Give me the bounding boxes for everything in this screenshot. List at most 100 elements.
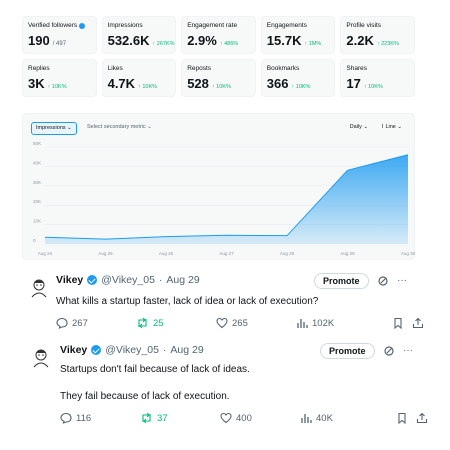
chart-style-label: Line ⌄ [385, 124, 402, 130]
share-icon [412, 317, 424, 329]
stat-card-verified-followers[interactable]: Verified followers 190/ 497 [22, 16, 97, 54]
stat-value: 528 [187, 76, 209, 91]
stat-card-engagements[interactable]: Engagements 15.7K ↑ 1M% [260, 16, 336, 54]
verified-badge-icon [91, 345, 102, 355]
stat-card-profile-visits[interactable]: Profile visits 2.2K ↑ 223K% [340, 16, 415, 54]
stat-card-engagement-rate[interactable]: Engagement rate 2.9% ↑ 486% [181, 16, 256, 54]
repost-count: 25 [153, 317, 164, 329]
share-icon [416, 412, 428, 424]
bookmark-icon [394, 317, 402, 329]
like-button[interactable]: 400 [220, 412, 252, 424]
stat-label: Engagement rate [187, 22, 238, 29]
views-button[interactable]: 40K [300, 412, 333, 424]
primary-metric-select[interactable]: Impressions ⌄ [31, 122, 77, 135]
y-tick-label: 30K [33, 180, 41, 185]
repost-icon [138, 317, 147, 329]
bookmark-icon [398, 412, 406, 424]
stat-card-impressions[interactable]: Impressions 532.6K ↑ 267K% [101, 16, 177, 54]
chart-toolbar: Impressions ⌄ Select secondary metric ⌄ … [31, 122, 406, 136]
x-tick-label: Aug 26 [159, 251, 174, 256]
stat-value: 17 [346, 76, 361, 91]
view-count: 40K [316, 412, 333, 424]
verified-badge-icon [87, 275, 98, 285]
bookmark-button[interactable] [396, 412, 408, 424]
stat-card-replies[interactable]: Replies 3K ↑ 10K% [22, 59, 97, 97]
secondary-metric-select[interactable]: Select secondary metric ⌄ [87, 124, 152, 130]
stat-value: 366 [266, 76, 289, 91]
repost-button[interactable]: 37 [140, 412, 168, 424]
stat-change: ↑ 223K% [376, 41, 399, 47]
reply-icon [56, 317, 68, 329]
reply-icon [60, 412, 72, 424]
reply-count: 267 [72, 317, 88, 329]
like-button[interactable]: 265 [216, 317, 248, 329]
stat-value: 532.6K [107, 33, 150, 48]
stat-label: Replies [28, 65, 50, 72]
x-tick-label: Aug 30 [401, 251, 416, 256]
reply-button[interactable]: 267 [56, 317, 88, 329]
repost-button[interactable]: 25 [136, 317, 164, 329]
repost-count: 37 [157, 412, 168, 424]
tweet-date[interactable]: Aug 29 [166, 274, 200, 286]
avatar[interactable] [30, 346, 52, 368]
tweet-actions: 116 37 400 40K [60, 412, 428, 426]
reply-button[interactable]: 116 [60, 412, 91, 424]
tweet-actions: 267 25 265 102K [56, 317, 424, 331]
heart-icon [220, 412, 232, 424]
author-name[interactable]: Vikey [56, 274, 84, 286]
stat-change: ↑ 10K% [47, 84, 67, 90]
stat-change: ↑ 10K% [211, 84, 231, 90]
views-button[interactable]: 102K [296, 317, 334, 329]
stat-label: Profile visits [346, 22, 382, 29]
tweet-date[interactable]: Aug 29 [170, 344, 204, 356]
share-button[interactable] [412, 317, 424, 329]
stat-value: 4.7K [107, 76, 136, 91]
analytics-icon[interactable] [383, 345, 395, 357]
analytics-icon[interactable] [377, 275, 389, 287]
stats-row: Replies 3K ↑ 10K% Likes 4.7K ↑ 10K% Repost… [22, 59, 415, 97]
author-handle[interactable]: @Vikey_05 [105, 344, 159, 356]
promote-button[interactable]: Promote [320, 343, 375, 359]
stat-card-likes[interactable]: Likes 4.7K ↑ 10K% [101, 59, 177, 97]
stat-card-reposts[interactable]: Reposts 528 ↑ 10K% [181, 59, 256, 97]
x-tick-label: Aug 25 [98, 251, 113, 256]
stat-label: Reposts [187, 65, 212, 72]
author-handle[interactable]: @Vikey_05 [101, 274, 155, 286]
stat-card-bookmarks[interactable]: Bookmarks 366 ↑ 10K% [260, 59, 336, 97]
period-select[interactable]: Daily ⌄ [349, 124, 368, 130]
stat-change: ↑ 10K% [291, 84, 311, 90]
tweet[interactable]: Vikey @Vikey_05 · Aug 29 Promote ··· Wha… [22, 270, 424, 342]
more-icon[interactable]: ··· [397, 275, 407, 286]
tweet-header: Vikey @Vikey_05 · Aug 29 [60, 344, 204, 356]
repost-icon [142, 412, 151, 424]
share-button[interactable] [416, 412, 428, 424]
promote-button[interactable]: Promote [314, 273, 369, 289]
stat-value: 190 [28, 33, 50, 48]
bookmark-button[interactable] [392, 317, 404, 329]
stat-value: 2.2K [346, 33, 374, 48]
author-name[interactable]: Vikey [60, 344, 88, 356]
stat-label: Shares [346, 65, 367, 72]
tweet-header: Vikey @Vikey_05 · Aug 29 [56, 274, 200, 286]
y-tick-label: 0 [33, 238, 36, 243]
x-tick-label: Aug 29 [340, 251, 355, 256]
x-tick-label: Aug 28 [280, 251, 295, 256]
verified-badge-icon [79, 22, 86, 29]
avatar[interactable] [28, 276, 50, 298]
stats-row: Verified followers 190/ 497 Impressions … [22, 16, 415, 54]
stat-change: ↑ 10K% [138, 84, 158, 90]
y-tick-label: 50K [33, 141, 41, 146]
tweet-text-line: They fail because of lack of execution. [60, 391, 230, 402]
impressions-chart-card: 0 10K 20K 30K 40K 50K Aug 24 Aug 25 Aug 26 Aug 27… [22, 113, 416, 260]
more-icon[interactable]: ··· [403, 345, 413, 356]
views-icon [301, 414, 312, 423]
stat-label: Bookmarks [266, 65, 300, 72]
chart-style-select[interactable]: ⌇ Line ⌄ [377, 122, 406, 135]
stat-value: 15.7K [266, 33, 302, 48]
tweet-text-line: Startups don't fail because of lack of i… [60, 364, 250, 375]
stat-value: 3K [28, 76, 45, 91]
tweet[interactable]: Vikey @Vikey_05 · Aug 29 Promote ··· Sta… [22, 340, 428, 430]
x-tick-label: Aug 27 [219, 251, 234, 256]
y-tick-label: 20K [33, 199, 41, 204]
stat-card-shares[interactable]: Shares 17 ↑ 10K% [340, 59, 415, 97]
